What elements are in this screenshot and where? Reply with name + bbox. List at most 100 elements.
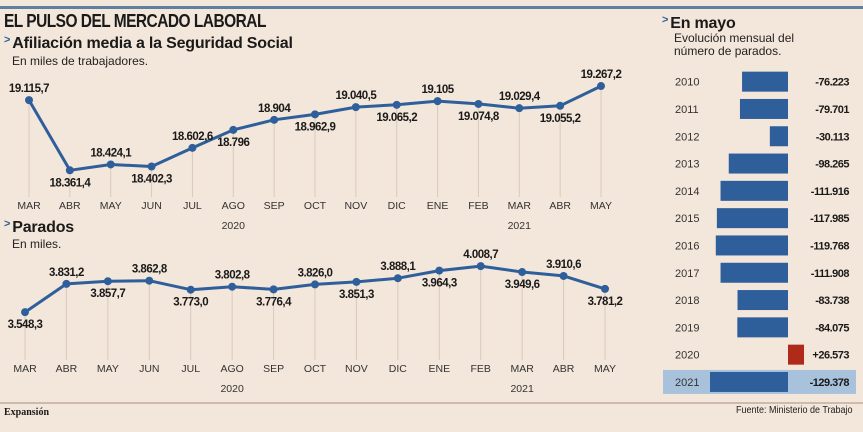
- affiliation-chart-title: > Afiliación media a la Seguridad Social: [4, 34, 293, 53]
- bar: [720, 262, 788, 283]
- data-point: [228, 282, 237, 291]
- x-tick-label: MAR: [13, 363, 37, 375]
- x-tick-label: JUL: [183, 200, 202, 212]
- year-label: 2020: [220, 383, 244, 395]
- data-point: [601, 284, 609, 293]
- chevron-right-icon: >: [4, 34, 11, 46]
- x-tick-label: DIC: [389, 363, 408, 375]
- x-tick-label: ABR: [59, 200, 81, 212]
- chevron-right-icon: >: [662, 14, 669, 26]
- x-tick-label: MAR: [510, 363, 534, 375]
- x-tick-label: MAY: [590, 200, 612, 212]
- x-tick-label: AGO: [222, 200, 245, 212]
- bar: [737, 290, 788, 311]
- bar-value-label: -83.738: [815, 295, 849, 307]
- data-point: [556, 101, 565, 110]
- data-label: 3.773,0: [173, 297, 208, 309]
- bar-year-label: 2013: [675, 159, 699, 171]
- year-label: 2021: [508, 220, 532, 232]
- affiliation-title-text: Afiliación media a la Seguridad Social: [12, 35, 293, 52]
- x-tick-label: ABR: [549, 200, 571, 212]
- data-point: [311, 110, 319, 119]
- bar-value-label: -117.985: [810, 213, 849, 225]
- bar: [788, 344, 805, 365]
- data-point: [352, 277, 361, 286]
- may-chart-subtitle: Evolución mensual del número de parados.: [674, 32, 794, 58]
- bar-year-label: 2015: [675, 213, 699, 225]
- x-tick-label: AGO: [220, 363, 243, 375]
- year-label: 2020: [222, 220, 246, 232]
- data-point: [186, 285, 195, 294]
- bar-value-label: +26.573: [812, 350, 849, 362]
- data-point: [188, 143, 197, 152]
- data-label: 18.796: [217, 137, 249, 149]
- bar-year-label: 2014: [675, 186, 699, 198]
- unemployed-title-text: Parados: [12, 219, 74, 236]
- data-point: [106, 160, 115, 169]
- bar: [728, 153, 788, 174]
- x-tick-label: OCT: [304, 363, 327, 375]
- data-point: [433, 97, 442, 106]
- data-point: [21, 308, 29, 317]
- data-label: 3.802,8: [215, 270, 251, 282]
- bar: [737, 317, 788, 338]
- bar-value-label: -30.113: [816, 131, 850, 143]
- data-label: 3.857,7: [90, 288, 125, 300]
- data-point: [270, 115, 279, 124]
- bar-value-label: -119.768: [810, 240, 849, 252]
- top-rule: [0, 6, 863, 9]
- data-label: 3.781,2: [588, 296, 623, 308]
- bar-year-label: 2019: [675, 322, 699, 334]
- data-label: 3.831,2: [49, 267, 84, 279]
- bar: [710, 371, 788, 392]
- x-tick-label: OCT: [304, 200, 327, 212]
- data-point: [229, 125, 238, 134]
- bar: [715, 235, 788, 256]
- data-point: [474, 99, 483, 108]
- bar-year-label: 2021: [675, 377, 699, 389]
- x-tick-label: SEP: [264, 200, 285, 212]
- x-tick-label: FEB: [471, 363, 491, 375]
- bar: [720, 180, 788, 201]
- data-label: 19.115,7: [9, 83, 49, 95]
- source-note: Fuente: Ministerio de Trabajo: [736, 405, 853, 416]
- data-label: 18.962,9: [295, 121, 336, 133]
- data-label: 18.402,3: [131, 173, 172, 185]
- bar-value-label: -79.701: [815, 104, 849, 116]
- x-tick-label: MAY: [100, 200, 122, 212]
- data-point: [515, 104, 524, 113]
- data-point: [147, 162, 156, 171]
- x-tick-label: ENE: [428, 363, 450, 375]
- brand-logo: Expansión: [4, 407, 50, 418]
- data-label: 18.904: [258, 103, 291, 115]
- x-tick-label: ABR: [56, 363, 78, 375]
- bar-year-label: 2018: [675, 295, 699, 307]
- x-tick-label: FEB: [468, 200, 488, 212]
- data-point: [351, 103, 360, 112]
- data-point: [393, 274, 402, 283]
- bar-year-label: 2020: [675, 350, 699, 362]
- x-tick-label: NOV: [345, 363, 368, 375]
- data-label: 19.029,4: [499, 91, 541, 103]
- may-subtitle-line-2: número de parados.: [674, 44, 782, 58]
- bar-year-label: 2017: [675, 268, 699, 280]
- data-label: 19.074,8: [458, 111, 500, 123]
- data-label: 19.055,2: [540, 113, 581, 125]
- data-point: [435, 266, 444, 275]
- unemployed-chart-subtitle: En miles.: [12, 237, 62, 251]
- may-subtitle-line-1: Evolución mensual del: [674, 31, 795, 45]
- bar-year-label: 2016: [675, 240, 699, 252]
- data-label: 3.862,8: [132, 264, 168, 276]
- data-point: [476, 262, 485, 271]
- data-label: 3.964,3: [422, 278, 457, 290]
- bar: [739, 98, 788, 119]
- chevron-right-icon: >: [4, 218, 11, 230]
- bar-value-label: -84.075: [815, 322, 849, 334]
- x-tick-label: ENE: [427, 200, 449, 212]
- x-tick-label: MAY: [594, 363, 616, 375]
- data-point: [392, 100, 401, 109]
- x-tick-label: NOV: [344, 200, 367, 212]
- data-point: [597, 82, 605, 91]
- bar-value-label: -98.265: [815, 159, 849, 171]
- data-point: [62, 279, 71, 288]
